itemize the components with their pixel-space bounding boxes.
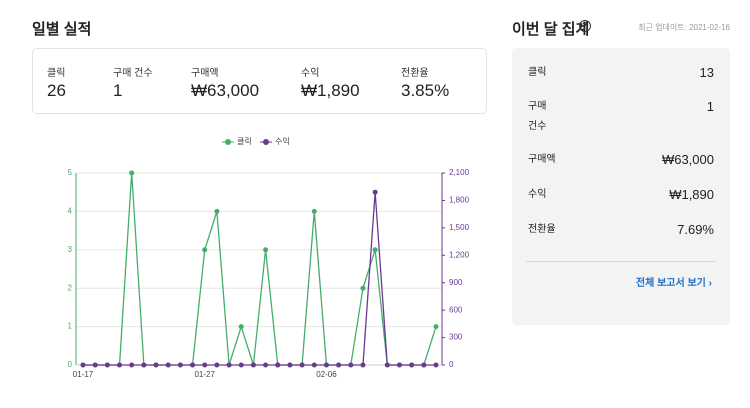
updated-date: 최근 업데이트: 2021-02-16 xyxy=(638,23,730,32)
point xyxy=(421,362,427,368)
x-tick-label: 02-06 xyxy=(316,370,337,379)
point xyxy=(104,362,110,368)
section-title: 이번 달 집계 xyxy=(512,21,590,38)
legend-marker xyxy=(225,139,231,145)
point xyxy=(129,362,135,368)
legend-label: 수익 xyxy=(275,136,290,146)
divider xyxy=(526,261,716,262)
point xyxy=(141,362,147,368)
metric-value: 26 xyxy=(47,81,66,100)
chart: 0 1 2 3 4 5 0 300 600 900 1,200 1,500 1,800 2,100 01-1… xyxy=(68,136,470,379)
point xyxy=(165,362,171,368)
row-label: 구매 건수 xyxy=(528,101,547,132)
point xyxy=(153,362,159,368)
y-tick-label: 1 xyxy=(68,322,73,331)
y2-tick-label: 1,500 xyxy=(449,223,470,232)
metric-label: 클릭 xyxy=(47,68,66,79)
y2-tick-label: 0 xyxy=(449,360,454,369)
metric-value: ₩1,890 xyxy=(301,81,360,100)
point xyxy=(80,362,86,368)
point xyxy=(250,362,256,368)
row-value: 1 xyxy=(706,99,714,114)
row-value: 13 xyxy=(699,65,714,80)
metric-label: 구매 건수 xyxy=(113,68,153,79)
row-label: 수익 xyxy=(528,189,547,200)
y2-tick-label: 1,200 xyxy=(449,250,470,259)
y-tick-label: 0 xyxy=(68,360,73,369)
metrics-card: 클릭 26 구매 건수 1 구매액 ₩63,000 수익 ₩1,890 전환율 3.85% xyxy=(32,48,487,114)
metric-value: ₩63,000 xyxy=(191,81,260,100)
point xyxy=(299,362,305,368)
point xyxy=(129,170,135,176)
series-line xyxy=(83,172,437,366)
point xyxy=(202,362,208,368)
summary-panel: 전체 보고서 보기 › 클릭 13 구매 건수 1 구매액 ₩63,000 수익 ₩1,890… xyxy=(512,48,730,325)
point xyxy=(409,362,415,368)
metric-label: 전환율 xyxy=(401,68,429,79)
point xyxy=(311,362,317,368)
legend-label: 클릭 xyxy=(237,136,252,146)
row-value: ₩1,890 xyxy=(669,187,714,202)
row-value: 7.69% xyxy=(677,222,714,237)
y-tick-label: 5 xyxy=(68,168,73,177)
metric-label: 구매액 xyxy=(191,68,219,79)
point xyxy=(311,208,317,214)
metric-label: 수익 xyxy=(301,68,320,79)
metric-value: 3.85% xyxy=(401,81,450,100)
y-tick-label: 4 xyxy=(68,207,73,216)
point xyxy=(263,247,269,253)
help-icon[interactable]: ? xyxy=(579,20,591,32)
point xyxy=(433,362,439,368)
point xyxy=(190,362,196,368)
point xyxy=(433,324,439,330)
series-line xyxy=(83,192,436,366)
point xyxy=(360,362,366,368)
point xyxy=(117,362,123,368)
point xyxy=(323,362,329,368)
point xyxy=(287,362,293,368)
point xyxy=(238,324,244,330)
y2-tick-label: 300 xyxy=(449,333,463,342)
point xyxy=(226,362,232,368)
row-label: 구매액 xyxy=(528,154,556,165)
point xyxy=(384,362,390,368)
x-tick-label: 01-17 xyxy=(73,370,94,379)
point xyxy=(275,362,281,368)
row-label: 전환율 xyxy=(528,224,556,235)
report-link[interactable]: 전체 보고서 보기 › xyxy=(635,278,712,289)
y-tick-label: 2 xyxy=(68,283,73,292)
point xyxy=(348,362,354,368)
point xyxy=(336,362,342,368)
y2-tick-label: 2,100 xyxy=(449,168,470,177)
point xyxy=(92,362,98,368)
y-tick-label: 3 xyxy=(68,245,73,254)
point xyxy=(396,362,402,368)
y2-tick-label: 900 xyxy=(449,278,463,287)
y2-tick-label: 600 xyxy=(449,305,463,314)
point xyxy=(263,362,269,368)
point xyxy=(238,362,244,368)
row-value: ₩63,000 xyxy=(661,152,714,167)
y2-tick-label: 1,800 xyxy=(449,196,470,205)
x-tick-label: 01-27 xyxy=(194,370,215,379)
point xyxy=(214,362,220,368)
legend-marker xyxy=(263,139,269,145)
section-title: 일별 실적 xyxy=(32,21,92,38)
point xyxy=(177,362,183,368)
point xyxy=(372,247,378,253)
point xyxy=(360,285,366,291)
point xyxy=(372,189,378,195)
row-label: 클릭 xyxy=(528,67,547,78)
metric-value: 1 xyxy=(113,81,123,100)
point xyxy=(202,247,208,253)
point xyxy=(214,208,220,214)
